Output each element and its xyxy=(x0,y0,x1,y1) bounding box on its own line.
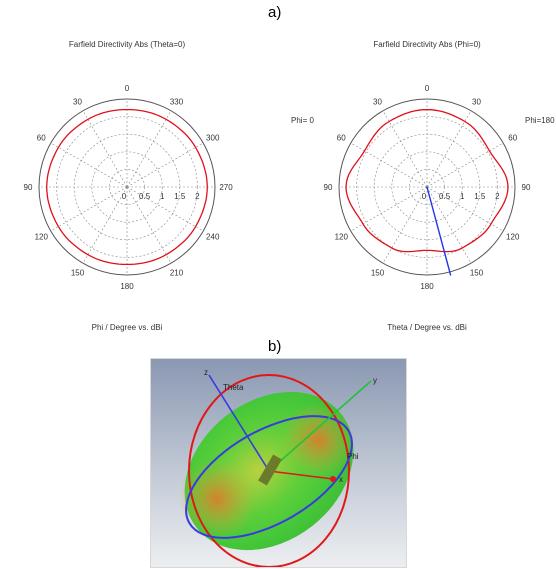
theta-ring xyxy=(188,374,350,567)
chart-2-angle-tick: 120 xyxy=(506,233,520,242)
chart-2-angle-tick: 150 xyxy=(470,269,484,278)
chart-2-grid-spoke xyxy=(426,186,472,264)
y-axis xyxy=(268,380,372,472)
chart-2-angle-tick: 0 xyxy=(425,84,430,93)
chart-1-angle-tick: 60 xyxy=(37,134,46,143)
chart-2-radial-tick: 2 xyxy=(495,192,500,201)
chart-2-title: Farfield Directivity Abs (Phi=0) xyxy=(373,40,481,49)
theta-label: Theta xyxy=(223,383,244,392)
chart-1-grid-spoke xyxy=(126,186,172,264)
farfield-3d-view: z y x Theta Phi xyxy=(150,358,407,568)
chart-2-angle-tick: 180 xyxy=(420,282,434,291)
chart-1-grid-spoke xyxy=(82,186,128,264)
chart-1-title: Farfield Directivity Abs (Theta=0) xyxy=(69,40,186,49)
x-axis-marker xyxy=(330,476,336,482)
x-axis-label: x xyxy=(339,475,343,484)
chart-1-angle-tick: 90 xyxy=(24,183,33,192)
chart-1-grid-ring xyxy=(56,116,198,258)
chart-2-grid-spoke xyxy=(426,110,472,188)
chart-1-grid-spoke xyxy=(82,110,128,188)
chart-2-outer-ring xyxy=(338,98,516,276)
farfield-3d-svg: z y x Theta Phi xyxy=(151,359,406,567)
panel-label-b: b) xyxy=(268,338,282,355)
chart-2-angle-tick: 120 xyxy=(335,233,349,242)
chart-1-angle-tick: 270 xyxy=(219,183,233,192)
chart-1-angle-tick: 210 xyxy=(170,269,184,278)
phi-label: Phi xyxy=(347,452,359,461)
chart-2: Farfield Directivity Abs (Phi=0) Theta / … xyxy=(291,40,555,332)
z-axis-label: z xyxy=(204,368,208,377)
z-axis xyxy=(208,374,270,472)
chart-1-radial-tick: 0.5 xyxy=(139,192,151,201)
chart-1-grid-spoke xyxy=(126,186,204,232)
chart-2-radial-tick: 1 xyxy=(460,192,465,201)
phi-ring xyxy=(185,415,353,539)
chart-1-grid-ring xyxy=(91,151,163,223)
chart-2-radial-tick: 0 xyxy=(422,192,427,201)
chart-2-main-lobe xyxy=(426,186,452,276)
chart-2-angle-tick: 90 xyxy=(324,183,333,192)
chart-1-radial-tick: 1.5 xyxy=(174,192,186,201)
chart-2-grid-spoke xyxy=(426,142,504,188)
x-axis xyxy=(268,470,334,480)
chart-1-angle-tick: 240 xyxy=(206,233,220,242)
chart-1-grid-spoke xyxy=(50,186,128,232)
chart-1-angle-tick: 0 xyxy=(125,84,130,93)
chart-2-grid-ring xyxy=(356,116,498,258)
chart-2-series-curve xyxy=(345,108,509,253)
chart-1-angle-tick: 120 xyxy=(35,233,49,242)
chart-1-radial-tick: 2 xyxy=(195,192,200,201)
chart-1-angle-tick: 30 xyxy=(73,97,82,106)
chart-1-angle-tick: 180 xyxy=(120,282,134,291)
chart-2-angle-tick: 90 xyxy=(522,183,531,192)
chart-1-series-curve xyxy=(46,108,208,266)
chart-2-grid-spoke xyxy=(350,186,428,232)
chart-2-angle-tick: 60 xyxy=(508,134,517,143)
chart-2-angle-tick: 150 xyxy=(371,269,385,278)
chart-1-radial-tick: 0 xyxy=(122,192,127,201)
chart-1-angle-tick: 150 xyxy=(71,269,85,278)
chart-1: Farfield Directivity Abs (Theta=0) Phi / … xyxy=(24,40,234,332)
chart-1-outer-ring xyxy=(38,98,216,276)
chart-1-angle-tick: 300 xyxy=(206,134,220,143)
chart-2-side-label-right: Phi=180 xyxy=(525,116,555,125)
chart-2-angle-tick: 60 xyxy=(337,134,346,143)
chart-2-radial-tick: 0.5 xyxy=(439,192,451,201)
y-axis-label: y xyxy=(373,376,377,385)
chart-2-angle-tick: 30 xyxy=(472,97,481,106)
panel-label-a: a) xyxy=(268,4,282,21)
chart-2-side-label-left: Phi= 0 xyxy=(291,116,314,125)
chart-1-grid-spoke xyxy=(126,142,204,188)
antenna-model xyxy=(258,454,282,486)
chart-1-grid-spoke xyxy=(50,142,128,188)
chart-2-radial-tick: 1.5 xyxy=(474,192,486,201)
chart-1-angle-tick: 330 xyxy=(170,97,184,106)
chart-2-grid-spoke xyxy=(382,186,428,264)
chart-2-grid-ring xyxy=(391,151,463,223)
chart-1-xlabel: Phi / Degree vs. dBi xyxy=(92,323,163,332)
chart-2-xlabel: Theta / Degree vs. dBi xyxy=(387,323,467,332)
chart-1-grid-spoke xyxy=(126,110,172,188)
polar-plots: Farfield Directivity Abs (Theta=0) Phi / … xyxy=(24,40,556,332)
chart-2-grid-spoke xyxy=(382,110,428,188)
chart-1-radial-tick: 1 xyxy=(160,192,165,201)
chart-2-grid-spoke xyxy=(350,142,428,188)
chart-2-angle-tick: 30 xyxy=(373,97,382,106)
